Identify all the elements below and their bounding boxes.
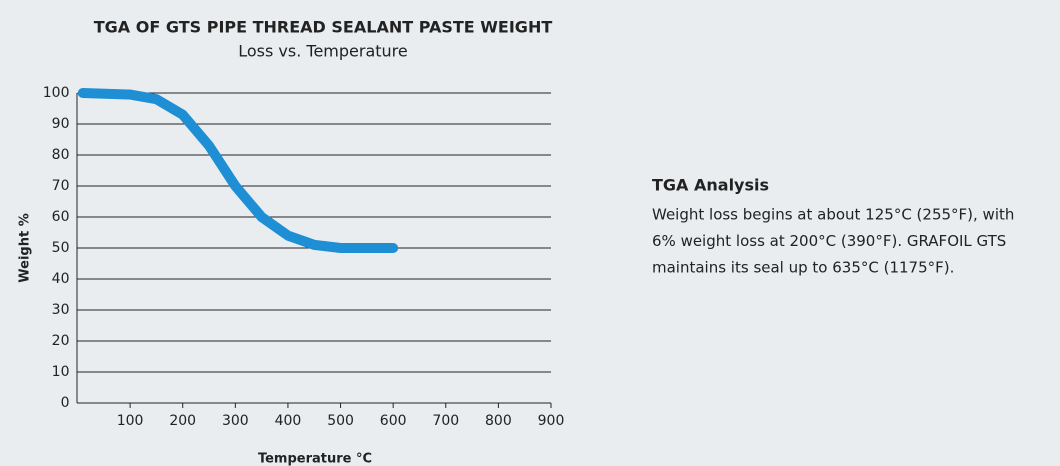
x-tick-label: 100 [117,413,144,429]
y-tick-label: 30 [52,302,70,318]
x-tick-label: 400 [275,413,302,429]
x-axis-label: Temperature °C [258,452,372,466]
x-tick-label: 500 [327,413,354,429]
aside-heading: TGA Analysis [652,176,769,195]
aside-text: maintains its seal up to 635°C (1175°F). [652,259,954,277]
y-tick-label: 90 [52,116,70,132]
x-tick-label: 800 [485,413,512,429]
y-tick-label: 20 [52,333,70,349]
y-tick-label: 80 [52,147,70,163]
aside-text: Weight loss begins at about 125°C (255°F… [652,206,1014,224]
chart-title: TGA OF GTS PIPE THREAD SEALANT PASTE WEI… [94,18,553,37]
x-tick-label: 200 [169,413,196,429]
x-tick-label: 600 [380,413,407,429]
x-tick-label: 300 [222,413,249,429]
y-tick-label: 0 [61,395,70,411]
y-tick-label: 40 [52,271,70,287]
y-tick-label: 50 [52,240,70,256]
y-axis-label: Weight % [18,213,33,282]
chart-subtitle: Loss vs. Temperature [238,42,408,61]
y-tick-label: 100 [43,85,70,101]
data-line [77,88,399,253]
y-tick-label: 10 [52,364,70,380]
y-tick-label: 70 [52,178,70,194]
y-tick-label: 60 [52,209,70,225]
aside-text: 6% weight loss at 200°C (390°F). GRAFOIL… [652,232,1006,250]
x-tick-label: 700 [432,413,459,429]
x-tick-label: 900 [538,413,565,429]
